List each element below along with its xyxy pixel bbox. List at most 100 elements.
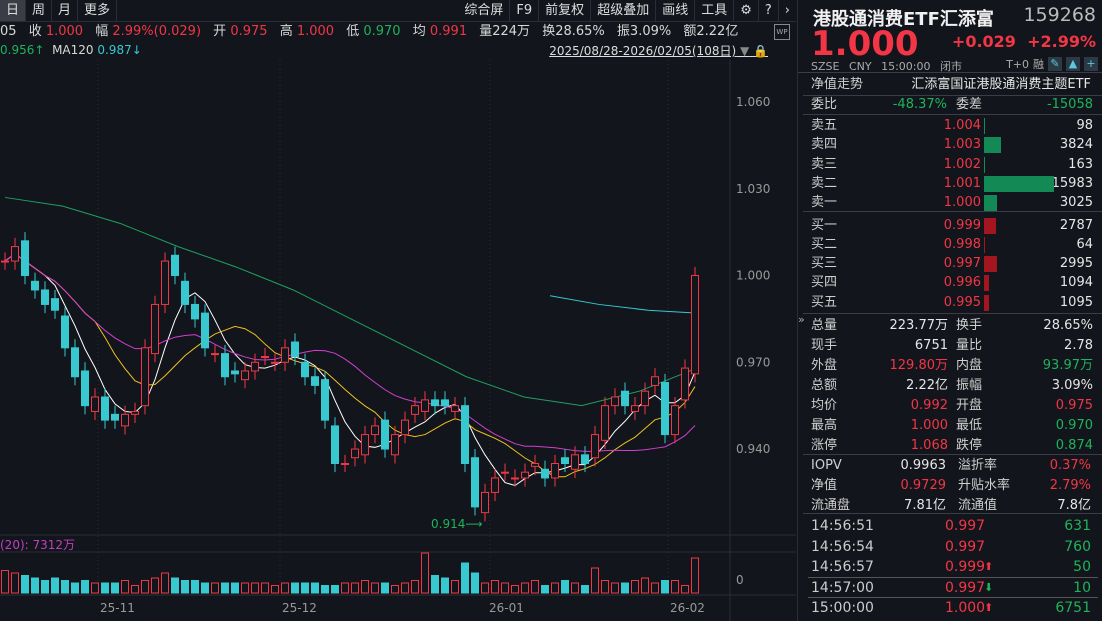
volume-bar xyxy=(401,582,409,594)
help-icon[interactable]: ? xyxy=(759,0,779,21)
composite-screen-button[interactable]: 综合屏 xyxy=(458,0,511,21)
period-more-tab[interactable]: 更多 xyxy=(78,0,118,21)
depth-bar xyxy=(984,137,1001,154)
change-label: 幅 xyxy=(95,24,109,39)
market-status: 闭市 xyxy=(940,60,962,73)
volume-bar xyxy=(541,585,549,594)
date-range[interactable]: 2025/08/28-2026/02/05(108日) xyxy=(549,44,737,58)
volume-bar xyxy=(321,585,329,594)
y-tick-label: 1.030 xyxy=(736,182,770,196)
tick-row: 14:56:54 0.997 760 xyxy=(798,537,1102,557)
level-quantity: 2787 xyxy=(1059,217,1093,233)
stat-value: 2.78 xyxy=(1064,338,1093,353)
gear-icon[interactable]: ⚙ xyxy=(734,0,759,21)
price-change: +0.029 xyxy=(951,32,1016,51)
tick-volume: 50 xyxy=(1073,559,1091,575)
x-tick-label: 25-11 xyxy=(100,601,135,615)
nav-trend-link[interactable]: 净值走势 xyxy=(811,77,864,92)
stat-value: 28.65% xyxy=(1043,318,1093,333)
level-price: 1.000 xyxy=(943,195,981,211)
candle-body xyxy=(351,448,359,459)
candle-body xyxy=(41,289,49,305)
f9-button[interactable]: F9 xyxy=(510,0,540,21)
candle-body xyxy=(1,260,9,263)
collapse-icon[interactable]: » xyxy=(798,313,805,326)
volume-bar xyxy=(631,580,639,594)
depth-bar xyxy=(984,175,1054,192)
candle-body xyxy=(541,468,549,479)
wp-icon[interactable]: WP xyxy=(774,24,790,40)
candle-body xyxy=(31,280,39,291)
overlay-button[interactable]: 超级叠加 xyxy=(591,0,657,21)
volume-bar xyxy=(351,582,359,594)
candle-body xyxy=(291,341,299,357)
tick-price: 0.997 xyxy=(945,538,986,555)
bell-icon[interactable]: ▲ xyxy=(1066,57,1080,71)
candle-body xyxy=(531,463,539,467)
ma20-line xyxy=(4,253,696,452)
kline-chart[interactable]: 1.060 1.030 1.000 0.970 0.940 25-11 25-12 26-01… xyxy=(0,60,796,621)
y-tick-label: 0.940 xyxy=(736,442,770,456)
candle-body xyxy=(471,457,479,508)
draw-button[interactable]: 画线 xyxy=(656,0,696,21)
candle-body xyxy=(411,405,419,415)
candle-body xyxy=(491,477,499,493)
candle-body xyxy=(451,405,459,412)
stat-value: 129.80万 xyxy=(889,358,949,373)
volume-bar xyxy=(61,580,69,594)
volume-bar xyxy=(641,577,649,594)
fund-full-name: 汇添富国证港股通消费主题ETF xyxy=(911,77,1091,92)
etf-label: 净值 xyxy=(811,478,838,493)
arrow-down-icon: ⬇ xyxy=(984,580,994,594)
candle-body xyxy=(361,434,369,456)
period-week-tab[interactable]: 周 xyxy=(26,0,53,21)
date-range-selector[interactable]: 2025/08/28-2026/02/05(108日) ▼ 🔒 xyxy=(549,42,768,59)
depth-bar xyxy=(984,156,985,173)
level-quantity: 3824 xyxy=(1059,137,1093,153)
add-icon[interactable]: + xyxy=(1084,57,1098,71)
chevron-right-icon[interactable]: › xyxy=(784,3,790,18)
candle-body xyxy=(51,298,59,311)
x-tick-label: 26-01 xyxy=(489,601,524,615)
triangle-down-icon[interactable]: ▼ xyxy=(739,44,750,58)
tick-time: 15:00:00 xyxy=(811,600,874,616)
level-label: 卖三 xyxy=(811,156,838,172)
level-quantity: 1094 xyxy=(1059,275,1093,291)
stat-label: 换手 xyxy=(956,318,983,333)
high-value: 1.000 xyxy=(296,24,335,39)
level-label: 卖二 xyxy=(811,175,838,191)
level-quantity: 15983 xyxy=(1051,175,1093,191)
candle-body xyxy=(91,396,99,412)
volume-bar xyxy=(51,577,59,594)
level-price: 1.001 xyxy=(943,175,981,191)
candle-body xyxy=(441,399,449,407)
depth-bar xyxy=(984,118,985,134)
candle-body xyxy=(321,379,329,421)
arrow-up-icon: ⬆ xyxy=(984,601,994,614)
tools-button[interactable]: 工具 xyxy=(695,0,735,21)
tick-price: 0.999 xyxy=(945,559,986,575)
weidiff-value: -15058 xyxy=(1046,97,1093,112)
period-month-tab[interactable]: 月 xyxy=(52,0,79,21)
nav-trend-row[interactable]: 净值走势 汇添富国证港股通消费主题ETF xyxy=(798,75,1102,95)
tick-volume: 6751 xyxy=(1055,600,1091,616)
depth-bar xyxy=(984,294,989,311)
stat-value: 223.77万 xyxy=(889,318,949,333)
etf-label: 流通盘 xyxy=(811,498,851,513)
candle-body xyxy=(261,355,269,358)
level-label: 买三 xyxy=(811,256,838,272)
candle-body xyxy=(651,376,659,386)
toolbar: 日 周 月 更多 综合屏 F9 前复权 超级叠加 画线 工具 ⚙ ? › xyxy=(0,0,796,22)
period-day-tab[interactable]: 日 xyxy=(0,0,27,21)
candle-body xyxy=(481,491,489,514)
ma60-line xyxy=(4,196,698,407)
depth-bar xyxy=(984,195,998,212)
pencil-icon[interactable]: ✎ xyxy=(1048,57,1062,71)
volume-bar xyxy=(511,585,519,594)
candle-body xyxy=(631,405,639,412)
volume-bar xyxy=(501,582,509,594)
lock-icon[interactable]: 🔒 xyxy=(753,44,768,58)
low-label: 低 xyxy=(346,24,360,39)
adjust-button[interactable]: 前复权 xyxy=(539,0,592,21)
etf-value: 2.79% xyxy=(1049,478,1091,493)
